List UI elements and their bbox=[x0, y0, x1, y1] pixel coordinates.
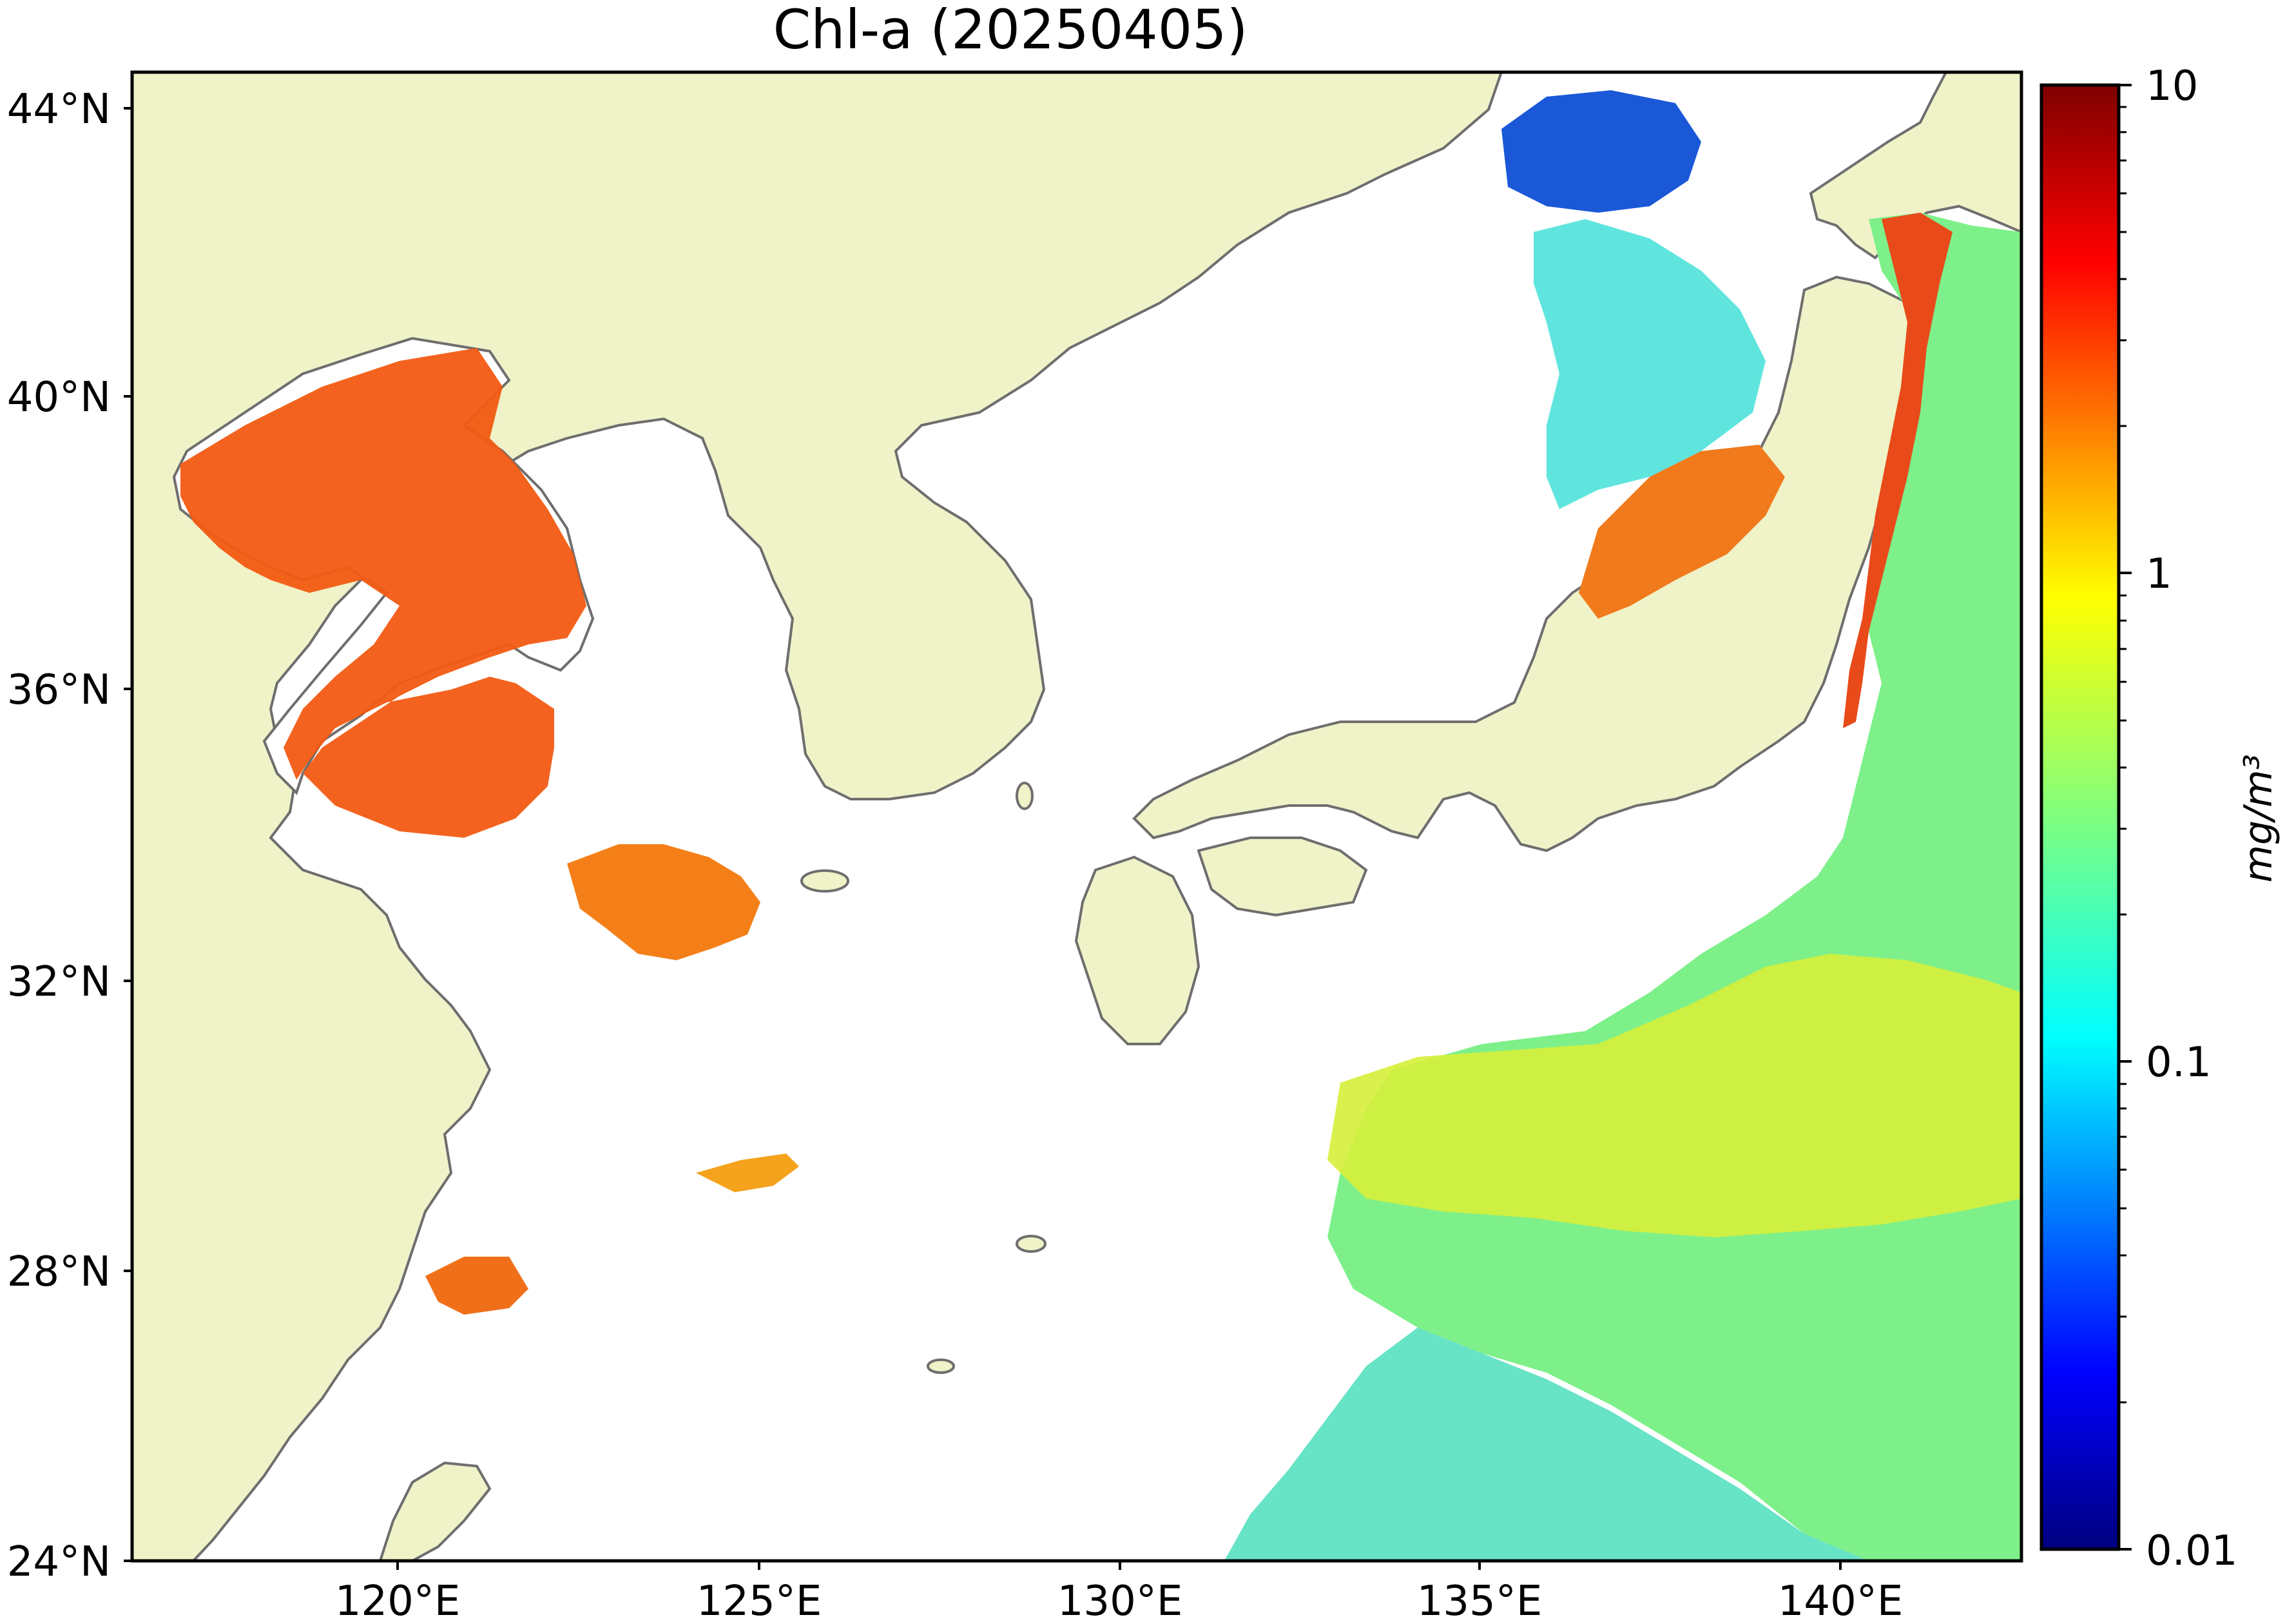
land-tsushima bbox=[1016, 782, 1034, 810]
land-shikoku bbox=[1197, 836, 1368, 917]
land-honshu bbox=[1132, 275, 1935, 853]
chl-swath-east-coast-red bbox=[1843, 213, 1952, 728]
chl-swath-bohai bbox=[180, 348, 586, 838]
lat-tick-label: 24°N bbox=[7, 1538, 111, 1586]
map-title: Chl-a (20250405) bbox=[773, 0, 1248, 61]
colorbar-tick-label: 1 bbox=[2146, 550, 2172, 598]
lat-tick-label: 36°N bbox=[7, 666, 111, 714]
colorbar-tick-label: 0.1 bbox=[2146, 1039, 2212, 1087]
lon-tick-label: 140°E bbox=[1778, 1578, 1904, 1624]
land-kyushu bbox=[1074, 855, 1200, 1045]
chl-swath-noto-orange bbox=[1579, 445, 1785, 619]
colorbar: 0.01 0.1 1 10 mg/m³ bbox=[2039, 63, 2281, 1575]
latitude-axis: 24°N 28°N 32°N 36°N 40°N 44°N bbox=[7, 86, 132, 1586]
chl-a-data-layer bbox=[180, 90, 2021, 1561]
colorbar-unit-label: mg/m³ bbox=[2236, 754, 2281, 882]
lat-tick-label: 28°N bbox=[7, 1248, 111, 1296]
lat-tick-label: 44°N bbox=[7, 86, 111, 133]
map-area bbox=[132, 72, 2021, 1561]
lon-tick-label: 120°E bbox=[335, 1578, 461, 1624]
lat-tick-label: 32°N bbox=[7, 958, 111, 1006]
colorbar-tick-label: 10 bbox=[2146, 63, 2198, 110]
lat-tick-label: 40°N bbox=[7, 374, 111, 421]
chl-swath-japan-sea-cyan bbox=[1534, 219, 1766, 509]
chl-swath-east-china-sea-a bbox=[696, 1154, 799, 1192]
land-jeju bbox=[800, 869, 849, 893]
lon-tick-label: 125°E bbox=[697, 1578, 822, 1624]
chl-swath-pacific-south bbox=[1224, 1328, 1869, 1561]
chl-swath-pacific-yellow bbox=[1327, 954, 2021, 1237]
colorbar-gradient bbox=[2039, 83, 2121, 1551]
map-frame bbox=[130, 70, 2023, 1563]
chl-swath-hokkaido-blue bbox=[1501, 90, 1701, 213]
land-hokkaido bbox=[1809, 72, 2021, 260]
land-amami bbox=[1016, 1235, 1046, 1253]
lon-tick-label: 135°E bbox=[1417, 1578, 1543, 1624]
colorbar-tick-label: 0.01 bbox=[2146, 1527, 2238, 1575]
land-taiwan bbox=[378, 1461, 492, 1561]
chl-swath-east-china-sea-b bbox=[425, 1257, 528, 1315]
longitude-axis: 120°E 125°E 130°E 135°E 140°E bbox=[335, 1561, 1904, 1624]
land-okinawa bbox=[927, 1358, 955, 1374]
lon-tick-label: 130°E bbox=[1057, 1578, 1183, 1624]
chl-swath-yellowsea-south bbox=[567, 844, 760, 960]
